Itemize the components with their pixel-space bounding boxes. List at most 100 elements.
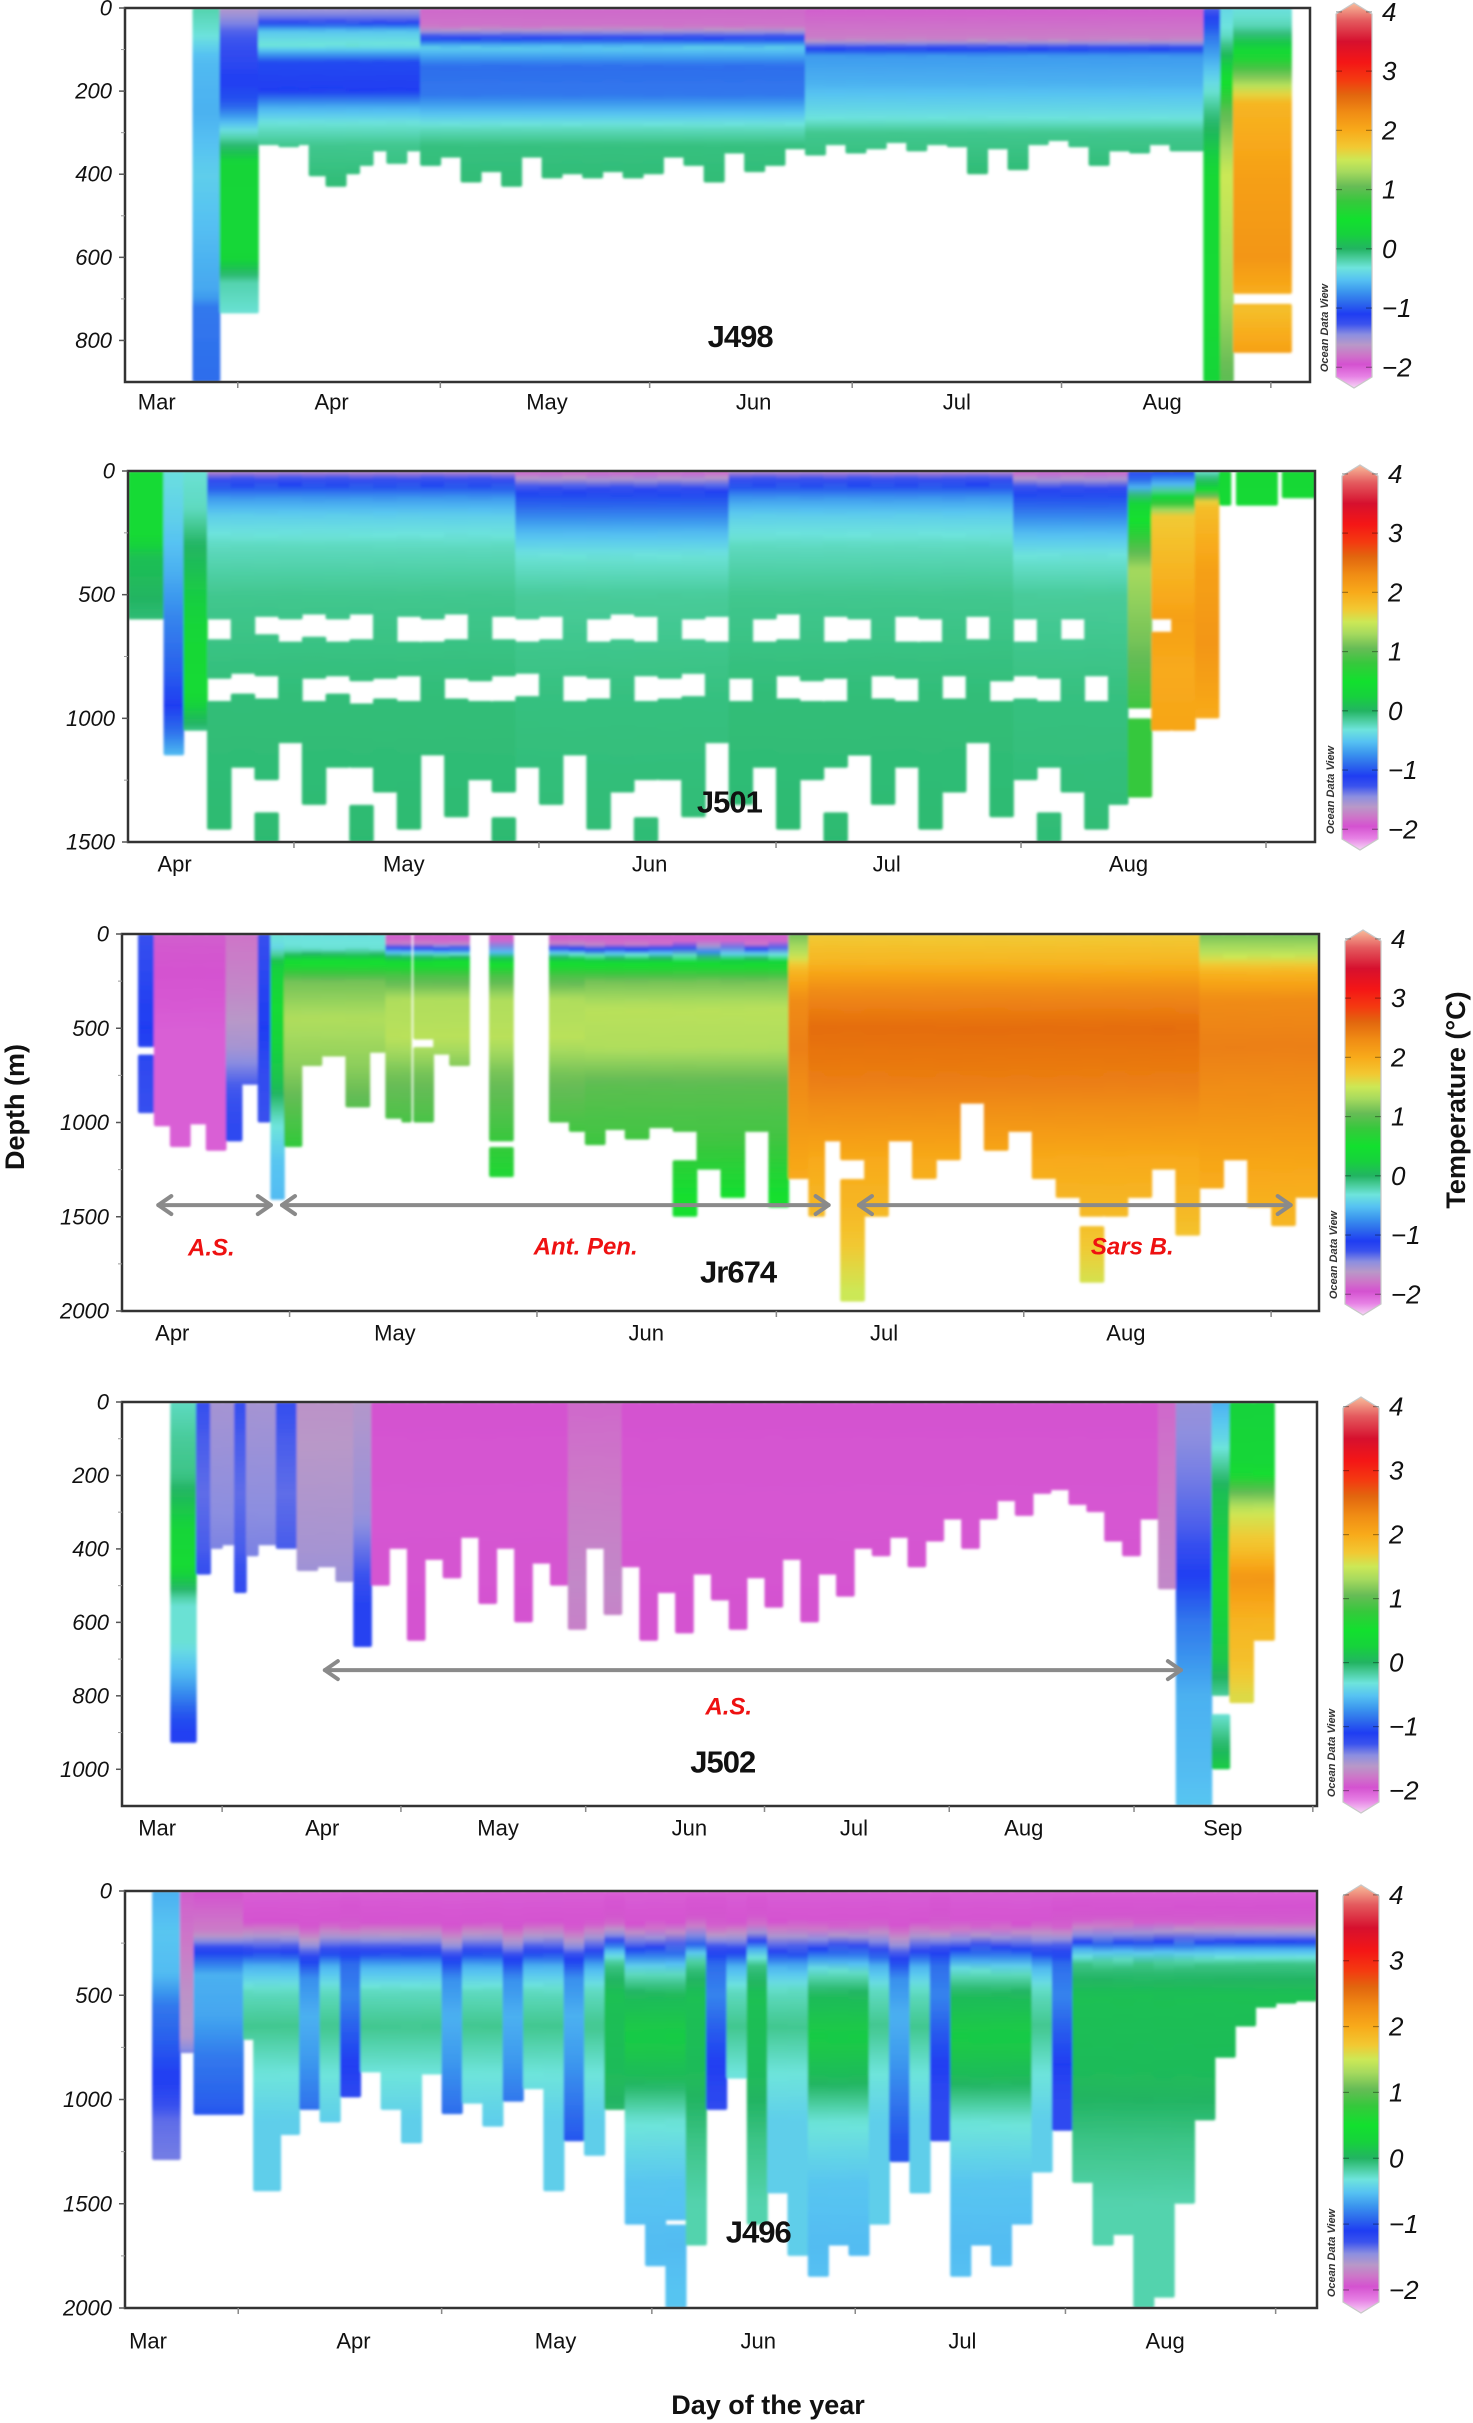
temperature-cast bbox=[128, 471, 165, 620]
temperature-cast bbox=[681, 471, 706, 620]
temperature-cast bbox=[823, 641, 848, 679]
temperature-cast bbox=[257, 1402, 277, 1546]
temperature-cast bbox=[889, 1891, 911, 2163]
y-tick-label: 0 bbox=[97, 922, 110, 947]
temperature-cast bbox=[521, 8, 543, 158]
x-tick-label: Aug bbox=[1106, 1321, 1145, 1346]
temperature-cast bbox=[582, 8, 604, 179]
temperature-cast bbox=[515, 641, 540, 674]
temperature-cast bbox=[568, 934, 586, 1132]
temperature-cast bbox=[253, 1891, 282, 2192]
panel-label: Jr674 bbox=[700, 1254, 778, 1289]
temperature-cast bbox=[645, 1891, 667, 2267]
temperature-cast bbox=[467, 701, 493, 781]
colorbar-tick-label: 2 bbox=[1387, 577, 1403, 607]
temperature-cast bbox=[461, 1891, 484, 2104]
temperature-cast bbox=[1011, 1891, 1033, 2225]
y-tick-label: 500 bbox=[72, 1016, 109, 1041]
temperature-cast bbox=[501, 8, 523, 187]
x-tick-label: Jul bbox=[873, 852, 901, 877]
temperature-cast bbox=[685, 1891, 707, 2246]
temperature-cast bbox=[979, 1402, 998, 1520]
temperature-cast bbox=[1255, 1891, 1277, 2008]
x-tick-label: May bbox=[374, 1321, 416, 1346]
x-tick-label: Mar bbox=[138, 1816, 176, 1841]
temperature-cast bbox=[1151, 471, 1172, 620]
temperature-cast bbox=[996, 1402, 1016, 1502]
temperature-cast bbox=[1013, 471, 1038, 620]
temperature-cast bbox=[1031, 934, 1057, 1180]
temperature-cast bbox=[189, 934, 207, 1125]
temperature-cast bbox=[192, 8, 221, 382]
temperature-cast bbox=[449, 934, 470, 1066]
temperature-cast bbox=[1127, 718, 1153, 798]
temperature-cast bbox=[1086, 1402, 1106, 1513]
temperature-cast bbox=[885, 8, 908, 144]
colorbar-gradient bbox=[1335, 2, 1373, 389]
temperature-cast bbox=[349, 703, 374, 768]
temperature-cast bbox=[207, 701, 232, 830]
temperature-cast bbox=[301, 471, 327, 615]
y-tick-label: 600 bbox=[72, 1610, 109, 1635]
temperature-cast bbox=[396, 641, 422, 677]
temperature-cast bbox=[230, 471, 256, 674]
temperature-cast bbox=[989, 701, 1014, 818]
temperature-cast bbox=[767, 1891, 789, 2194]
y-tick-label: 1500 bbox=[63, 2191, 113, 2216]
region-label: A.S. bbox=[187, 1235, 235, 1262]
colorbar-tick-label: −2 bbox=[1382, 352, 1412, 382]
temperature-cast bbox=[823, 701, 848, 768]
temperature-cast bbox=[703, 8, 725, 183]
y-tick-label: 1000 bbox=[60, 1757, 110, 1782]
temperature-cast bbox=[1169, 8, 1205, 152]
temperature-cast bbox=[1036, 812, 1062, 842]
y-tick-label: 2000 bbox=[59, 1299, 110, 1324]
temperature-cast bbox=[961, 1402, 980, 1549]
x-tick-label: May bbox=[526, 390, 568, 415]
y-tick-label: 0 bbox=[100, 1879, 113, 1904]
temperature-cast bbox=[515, 471, 540, 620]
colorbar-tick-label: −2 bbox=[1388, 814, 1418, 844]
temperature-cast bbox=[847, 471, 872, 620]
temperature-cast bbox=[665, 1891, 687, 2221]
temperature-cast bbox=[230, 693, 256, 768]
temperature-cast bbox=[275, 1402, 298, 1549]
temperature-cast bbox=[1153, 1891, 1175, 2298]
plot-frame bbox=[123, 6, 1312, 384]
y-tick-label: 400 bbox=[72, 1536, 109, 1561]
temperature-cast bbox=[639, 1402, 659, 1641]
temperature-cast bbox=[491, 639, 517, 677]
temperature-cast bbox=[1233, 303, 1292, 353]
temperature-cast bbox=[301, 934, 323, 1066]
temperature-cast bbox=[1122, 1402, 1141, 1557]
temperature-cast bbox=[1175, 1402, 1195, 1806]
temperature-cast bbox=[541, 8, 563, 179]
temperature-cast bbox=[1295, 934, 1319, 1198]
colorbar-tick-label: 3 bbox=[1389, 1946, 1404, 1976]
temperature-cast bbox=[1036, 471, 1062, 679]
temperature-cast bbox=[1235, 471, 1278, 506]
region-label: Ant. Pen. bbox=[533, 1233, 638, 1260]
temperature-cast bbox=[385, 934, 403, 1119]
temperature-cast bbox=[406, 1402, 426, 1641]
colorbar: 4 3 2 1 0 −1 −2 Ocean Data View bbox=[1326, 1880, 1419, 2314]
temperature-cast bbox=[245, 1402, 259, 1557]
temperature-cast bbox=[787, 1891, 809, 2256]
temperature-section bbox=[128, 471, 1315, 842]
colorbar: 4 3 2 1 0 −1 −2 Ocean Data View bbox=[1319, 0, 1412, 389]
temperature-cast bbox=[728, 471, 754, 679]
temperature-cast bbox=[870, 698, 896, 805]
temperature-cast bbox=[642, 8, 664, 175]
arrow-head-left bbox=[280, 1194, 298, 1217]
temperature-cast bbox=[828, 1891, 850, 2246]
temperature-cast bbox=[804, 8, 826, 156]
temperature-cast bbox=[532, 1402, 551, 1564]
temperature-cast bbox=[610, 639, 635, 793]
temperature-cast bbox=[1220, 8, 1234, 382]
temperature-cast bbox=[480, 8, 502, 173]
x-tick-label: Sep bbox=[1203, 1816, 1242, 1841]
temperature-cast bbox=[1068, 1402, 1088, 1505]
temperature-cast bbox=[389, 1402, 408, 1549]
arrow-head-right bbox=[255, 1194, 273, 1217]
arrow-head-right bbox=[1165, 1659, 1183, 1682]
